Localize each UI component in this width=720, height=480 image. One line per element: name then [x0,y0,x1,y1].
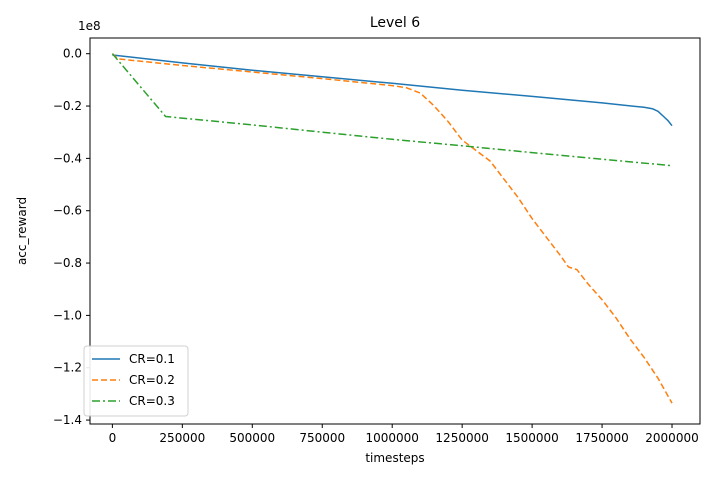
y-axis-label: acc_reward [15,197,29,265]
y-tick-label: −1.4 [53,413,82,427]
legend-box [83,345,189,417]
series-line-cr-0-3 [111,53,673,167]
legend-label: CR=0.1 [129,352,175,366]
series-layer [111,53,673,404]
y-offset-label: 1e8 [78,19,101,33]
y-tick-label: −1.0 [53,308,82,322]
series-line-cr-0-2 [111,53,673,404]
plot-frame [89,37,701,425]
x-axis-label: timesteps [365,451,424,465]
ticks-layer: 0 250000 500000 750000 1000000 1250000 1500000… [53,47,699,445]
y-tick-label: −0.2 [53,99,82,113]
y-tick-label: −0.8 [53,256,82,270]
y-tick-label: −0.4 [53,151,82,165]
x-tick-label: 1250000 [435,431,488,445]
y-tick-label: −0.6 [53,204,82,218]
x-tick-label: 250000 [159,431,205,445]
x-tick-label: 500000 [229,431,275,445]
y-tick-label: 0.0 [63,47,82,61]
legend-label: CR=0.2 [129,373,175,387]
x-tick-label: 750000 [299,431,345,445]
x-tick-label: 1750000 [575,431,628,445]
x-tick-label: 2000000 [645,431,698,445]
legend-label: CR=0.3 [129,394,175,408]
legend: CR=0.1 CR=0.2 CR=0.3 [83,345,189,417]
x-tick-label: 1000000 [365,431,418,445]
series-line-cr-0-1 [112,54,673,127]
y-tick-label: −1.2 [53,361,82,375]
x-tick-label: 0 [109,431,117,445]
x-tick-label: 1500000 [505,431,558,445]
chart-title: Level 6 [370,15,420,31]
